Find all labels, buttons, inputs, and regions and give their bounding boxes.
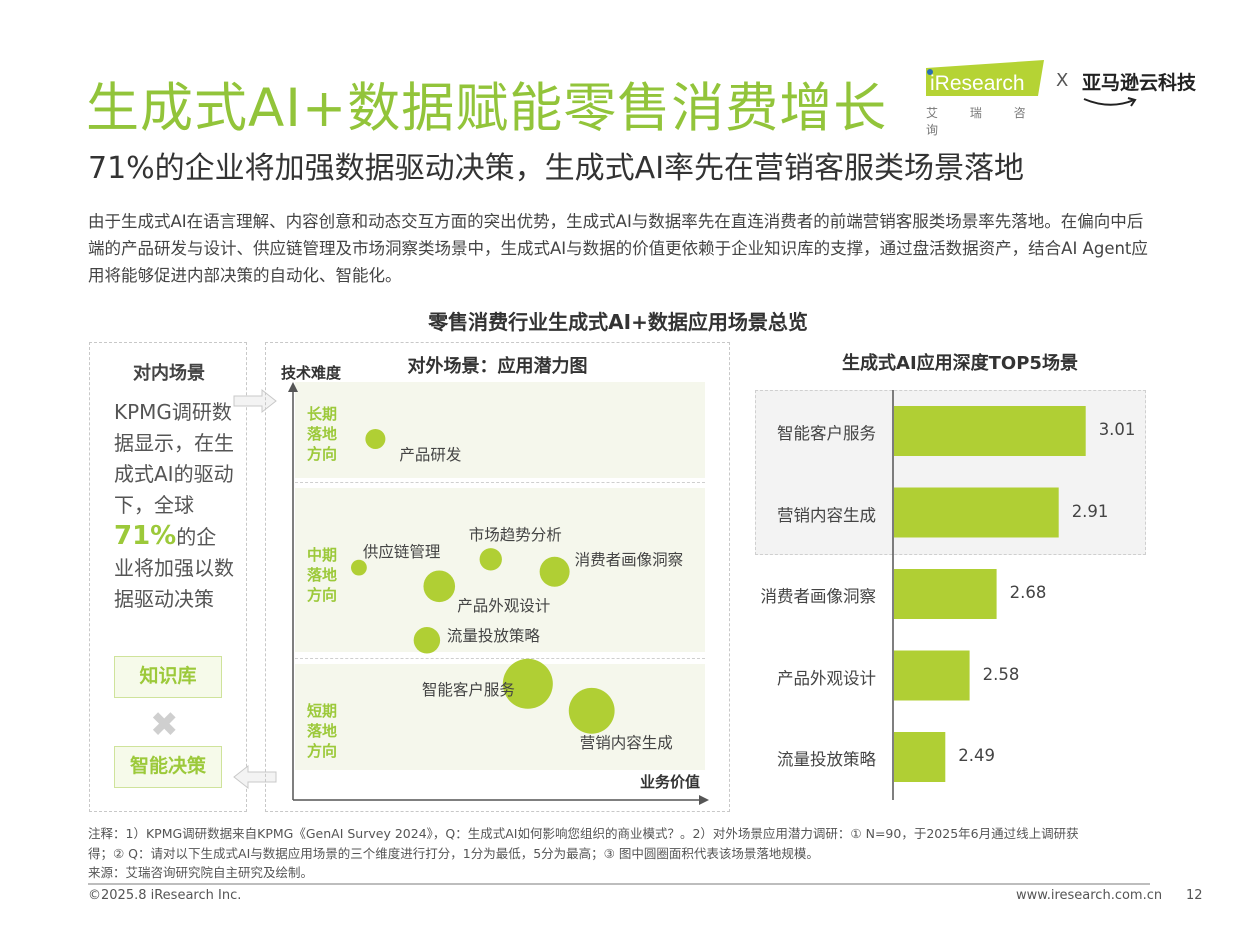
band-divider <box>295 658 705 659</box>
bar-value-label: 2.68 <box>1009 583 1047 602</box>
band-label-long: 长期落地方向 <box>307 405 338 463</box>
bubble-label: 产品外观设计 <box>457 597 551 616</box>
bubble-label: 市场趋势分析 <box>468 526 562 545</box>
bubble-label: 流量投放策略 <box>446 627 540 646</box>
multiply-icon: ✖ <box>150 705 179 745</box>
internal-text: KPMG调研数据显示，在生成式AI的驱动下，全球 71%的企业将加强以数据驱动决策 <box>114 397 234 615</box>
short-term-band <box>295 664 705 770</box>
bar-value-label: 2.49 <box>958 746 996 765</box>
bubble-label: 产品研发 <box>399 445 462 464</box>
bar-category-label: 营销内容生成 <box>777 505 876 525</box>
iresearch-logo-mark: iResearch <box>926 60 1044 96</box>
internal-text-before: KPMG调研数据显示，在生成式AI的驱动下，全球 <box>114 400 234 517</box>
x-axis-label: 业务价值 <box>640 773 701 791</box>
band-label-mid: 中期落地方向 <box>307 546 338 604</box>
band-label-short: 短期落地方向 <box>307 702 338 760</box>
page-number: 12 <box>1186 888 1203 903</box>
bar-chart-title: 生成式AI应用深度TOP5场景 <box>842 353 1078 374</box>
highlight-stat: 71% <box>114 521 177 551</box>
y-axis-label: 技术难度 <box>281 364 342 382</box>
knowledge-base-tag: 知识库 <box>114 656 222 698</box>
overview-title: 零售消费行业生成式AI+数据应用场景总览 <box>428 310 808 334</box>
bar-category-label: 消费者画像洞察 <box>760 587 877 606</box>
iresearch-logo: iResearch 艾 瑞 咨 询 <box>922 60 1047 137</box>
arrow-left-icon <box>233 764 277 790</box>
page-title: 生成式AI+数据赋能零售消费增长 <box>86 78 888 139</box>
bar-layer <box>892 390 1086 800</box>
source-line: 来源：艾瑞咨询研究院自主研究及绘制。 <box>88 865 314 880</box>
bubble-label: 营销内容生成 <box>579 733 673 752</box>
partner-logo: 亚马逊云科技 <box>1082 68 1196 114</box>
bar-1 <box>894 487 1059 538</box>
bubble-axes <box>288 382 709 805</box>
band-divider <box>295 482 705 483</box>
logo-separator: X <box>1056 70 1069 91</box>
bar-4 <box>894 732 946 782</box>
partner-name: 亚马逊云科技 <box>1082 72 1197 94</box>
bar-value-label: 3.01 <box>1098 420 1136 439</box>
page-subtitle: 71%的企业将加强数据驱动决策，生成式AI率先在营销客服类场景落地 <box>88 151 1025 186</box>
note-line: 注释：1）KPMG调研数据来自KPMG《GenAI Survey 2024》，Q… <box>88 826 1079 841</box>
logo-brand: iResearch <box>930 72 1025 95</box>
smart-decision-tag: 智能决策 <box>114 746 222 788</box>
long-term-band <box>295 382 705 478</box>
bar-3 <box>894 650 970 701</box>
bar-category-label: 智能客户服务 <box>777 424 876 443</box>
bubble-label: 消费者画像洞察 <box>574 550 684 569</box>
bubble-chart-title: 对外场景：应用潜力图 <box>407 356 588 377</box>
bar-category-label: 流量投放策略 <box>777 750 876 769</box>
logo-brand-cn: 艾 瑞 咨 询 <box>926 106 1040 137</box>
internal-text-after: 的企业将加强以数据驱动决策 <box>114 525 234 611</box>
external-scenario-panel <box>265 342 730 812</box>
website-link[interactable]: www.iresearch.com.cn <box>1016 888 1163 903</box>
bar-value-label: 2.91 <box>1071 501 1109 521</box>
footer-divider <box>88 883 1150 885</box>
bar-category-label: 产品外观设计 <box>777 668 876 688</box>
copyright: ©2025.8 iResearch Inc. <box>88 888 242 903</box>
bar-0 <box>894 406 1086 456</box>
internal-scenario-panel: 对内场景 KPMG调研数据显示，在生成式AI的驱动下，全球 71%的企业将加强以数… <box>89 342 247 812</box>
smile-arrow-icon <box>1083 97 1137 107</box>
bar-value-label: 2.58 <box>982 664 1020 684</box>
note-line: 得；② Q：请对以下生成式AI与数据应用场景的三个维度进行打分，1分为最低，5分… <box>88 846 819 861</box>
intro-paragraph: 由于生成式AI在语言理解、内容创意和动态交互方面的突出优势，生成式AI与数据率先… <box>88 212 1148 285</box>
bubble-label: 智能客户服务 <box>421 680 515 699</box>
bar-2 <box>894 569 997 619</box>
internal-title: 对内场景 <box>133 363 205 384</box>
bubble-label: 供应链管理 <box>362 542 441 561</box>
